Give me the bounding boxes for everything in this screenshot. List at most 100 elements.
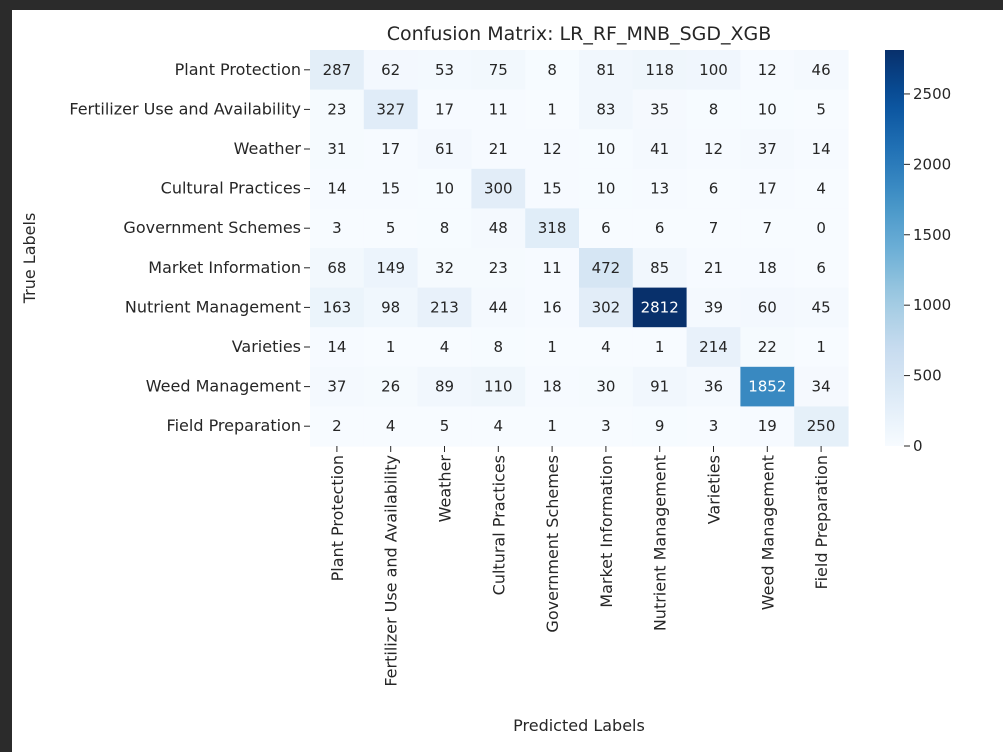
cell-value: 23 bbox=[327, 100, 346, 118]
cell-value: 110 bbox=[484, 378, 513, 396]
cell-value: 17 bbox=[435, 100, 454, 118]
heatmap-cell bbox=[740, 50, 795, 91]
heatmap-cell bbox=[363, 327, 419, 368]
heatmap-cell bbox=[310, 287, 365, 328]
heatmap-cell bbox=[686, 168, 741, 209]
heatmap-cell bbox=[740, 89, 795, 130]
cell-value: 89 bbox=[435, 378, 454, 396]
cell-value: 68 bbox=[327, 259, 346, 277]
heatmap-cell bbox=[471, 50, 526, 91]
heatmap-cell bbox=[310, 89, 365, 130]
cell-value: 8 bbox=[709, 100, 719, 118]
cell-value: 5 bbox=[440, 417, 450, 435]
cell-value: 1 bbox=[655, 338, 665, 356]
cell-value: 98 bbox=[381, 298, 400, 316]
heatmap-cell bbox=[794, 406, 849, 447]
cell-value: 5 bbox=[816, 100, 826, 118]
cell-value: 12 bbox=[704, 140, 723, 158]
cell-value: 472 bbox=[592, 259, 621, 277]
cell-value: 61 bbox=[435, 140, 454, 158]
cell-value: 75 bbox=[489, 61, 508, 79]
heatmap-cell bbox=[579, 406, 634, 447]
heatmap-cell bbox=[525, 89, 580, 130]
heatmap-cells bbox=[310, 50, 849, 447]
heatmap-cell bbox=[740, 168, 795, 209]
heatmap-cell bbox=[632, 287, 688, 328]
heatmap-cell bbox=[686, 248, 741, 289]
heatmap-cell bbox=[632, 168, 688, 209]
cell-value: 16 bbox=[543, 298, 562, 316]
cell-value: 6 bbox=[655, 219, 665, 237]
x-tick-label: Nutrient Management bbox=[651, 455, 670, 631]
cell-value: 1 bbox=[386, 338, 396, 356]
cell-value: 12 bbox=[758, 61, 777, 79]
colorbar-tick-label: 2500 bbox=[913, 85, 951, 103]
heatmap-cell bbox=[417, 129, 472, 170]
heatmap-cell bbox=[686, 327, 741, 368]
cell-value: 36 bbox=[704, 378, 723, 396]
cell-value: 12 bbox=[543, 140, 562, 158]
heatmap-cell bbox=[310, 168, 365, 209]
heatmap-cell bbox=[740, 287, 795, 328]
heatmap-cell bbox=[363, 129, 419, 170]
y-tick-label: Fertilizer Use and Availability bbox=[69, 99, 301, 118]
heatmap-cell bbox=[363, 168, 419, 209]
cell-value: 35 bbox=[650, 100, 669, 118]
cell-value: 2 bbox=[332, 417, 342, 435]
heatmap-cell bbox=[740, 327, 795, 368]
cell-value: 1 bbox=[547, 100, 557, 118]
heatmap-cell bbox=[525, 50, 580, 91]
heatmap-cell bbox=[363, 406, 419, 447]
x-tick-label: Government Schemes bbox=[543, 455, 562, 633]
cell-value: 26 bbox=[381, 378, 400, 396]
cell-value: 5 bbox=[386, 219, 396, 237]
heatmap-cell bbox=[310, 129, 365, 170]
heatmap-cell bbox=[740, 129, 795, 170]
cell-value: 62 bbox=[381, 61, 400, 79]
y-tick-label: Plant Protection bbox=[175, 60, 301, 79]
heatmap-cell bbox=[363, 89, 419, 130]
cell-value: 10 bbox=[758, 100, 777, 118]
cell-value: 53 bbox=[435, 61, 454, 79]
cell-value: 6 bbox=[709, 180, 719, 198]
y-tick-label: Market Information bbox=[148, 258, 301, 277]
heatmap-cell bbox=[525, 248, 580, 289]
cell-value: 1 bbox=[547, 417, 557, 435]
x-axis-label: Predicted Labels bbox=[513, 716, 645, 735]
x-tick-label: Cultural Practices bbox=[489, 455, 508, 595]
heatmap-cell bbox=[740, 248, 795, 289]
heatmap-cell bbox=[794, 129, 849, 170]
heatmap-cell bbox=[417, 168, 472, 209]
y-tick-label: Weed Management bbox=[146, 377, 301, 396]
cell-value: 22 bbox=[758, 338, 777, 356]
cell-value: 21 bbox=[704, 259, 723, 277]
heatmap-cell bbox=[471, 327, 526, 368]
heatmap-cell bbox=[794, 327, 849, 368]
cell-value: 250 bbox=[807, 417, 836, 435]
heatmap-cell bbox=[310, 248, 365, 289]
y-tick-label: Weather bbox=[234, 139, 302, 158]
cell-value: 18 bbox=[758, 259, 777, 277]
heatmap-cell bbox=[794, 89, 849, 130]
heatmap-cell bbox=[579, 50, 634, 91]
colorbar-tick-label: 0 bbox=[913, 437, 923, 455]
cell-value: 48 bbox=[489, 219, 508, 237]
cell-value: 8 bbox=[547, 61, 557, 79]
x-axis-ticks: Plant Protection Fertilizer Use and Avail… bbox=[328, 446, 831, 687]
heatmap-cell bbox=[632, 366, 688, 407]
confusion-matrix-chart: Confusion Matrix: LR_RF_MNB_SGD_XGB 287 6… bbox=[20, 23, 951, 735]
cell-value: 81 bbox=[596, 61, 615, 79]
heatmap-cell bbox=[579, 208, 634, 249]
y-tick-label: Nutrient Management bbox=[125, 297, 301, 316]
cell-value: 300 bbox=[484, 180, 513, 198]
cell-value: 8 bbox=[494, 338, 504, 356]
colorbar-tick-label: 500 bbox=[913, 367, 942, 385]
cell-value: 2812 bbox=[641, 298, 679, 316]
x-tick-label: Plant Protection bbox=[328, 455, 347, 581]
heatmap-cell bbox=[525, 129, 580, 170]
x-tick-label: Varieties bbox=[705, 455, 724, 524]
chart-title: Confusion Matrix: LR_RF_MNB_SGD_XGB bbox=[387, 23, 772, 45]
cell-value: 17 bbox=[381, 140, 400, 158]
cell-value: 83 bbox=[596, 100, 615, 118]
heatmap-cell bbox=[794, 248, 849, 289]
